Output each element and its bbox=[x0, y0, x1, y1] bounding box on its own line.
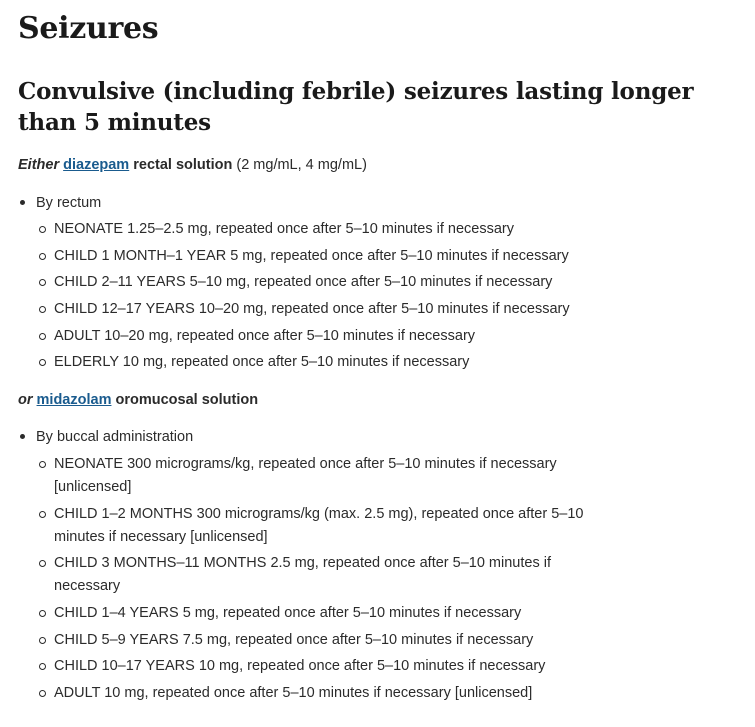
drug-link-diazepam[interactable]: diazepam bbox=[63, 157, 130, 173]
dose-item: CHILD 2–11 YEARS 5–10 mg, repeated once … bbox=[39, 271, 614, 294]
bullet-icon bbox=[20, 434, 25, 439]
dose-text: 5 mg, repeated once after 5–10 minutes i… bbox=[182, 605, 522, 621]
dose-item: CHILD 5–9 YEARS 7.5 mg, repeated once af… bbox=[39, 629, 614, 652]
dose-item: ELDERLY 10 mg, repeated once after 5–10 … bbox=[39, 351, 614, 374]
age-group: ELDERLY bbox=[54, 354, 119, 370]
page-title: Seizures bbox=[18, 11, 159, 46]
dose-item: NEONATE 1.25–2.5 mg, repeated once after… bbox=[39, 218, 614, 241]
dose-text: 300 micrograms/kg (max. 2.5 mg), repeate… bbox=[54, 506, 584, 545]
circle-bullet-icon bbox=[39, 359, 46, 366]
dose-item: CHILD 3 MONTHS–11 MONTHS 2.5 mg, repeate… bbox=[39, 552, 614, 598]
drug-line-diazepam: Either diazepam rectal solution (2 mg/mL… bbox=[18, 155, 367, 175]
age-group: CHILD 1–2 MONTHS bbox=[54, 506, 193, 522]
indication-heading: Convulsive (including febrile) seizures … bbox=[18, 78, 694, 136]
age-group: CHILD 10–17 YEARS bbox=[54, 658, 195, 674]
dose-item: ADULT 10–20 mg, repeated once after 5–10… bbox=[39, 325, 614, 348]
dose-text: 10 mg, repeated once after 5–10 minutes … bbox=[122, 354, 470, 370]
dose-text: 5 mg, repeated once after 5–10 minutes i… bbox=[230, 248, 569, 264]
circle-bullet-icon bbox=[39, 461, 46, 468]
age-group: CHILD 5–9 YEARS bbox=[54, 632, 179, 648]
circle-bullet-icon bbox=[39, 279, 46, 286]
drug-form: rectal solution bbox=[133, 157, 233, 173]
dose-item: CHILD 1–4 YEARS 5 mg, repeated once afte… bbox=[39, 602, 614, 625]
route-item: By rectum bbox=[18, 193, 101, 213]
dose-item: ADULT 10 mg, repeated once after 5–10 mi… bbox=[39, 682, 614, 705]
age-group: CHILD 1 MONTH–1 YEAR bbox=[54, 248, 227, 264]
age-group: ADULT bbox=[54, 328, 101, 344]
dose-text: 5–10 mg, repeated once after 5–10 minute… bbox=[189, 274, 553, 290]
bullet-icon bbox=[20, 200, 25, 205]
age-group: NEONATE bbox=[54, 456, 124, 472]
age-group: ADULT bbox=[54, 685, 101, 701]
circle-bullet-icon bbox=[39, 253, 46, 260]
drug-link-midazolam[interactable]: midazolam bbox=[36, 392, 112, 408]
circle-bullet-icon bbox=[39, 637, 46, 644]
drug-form: oromucosal solution bbox=[115, 392, 259, 408]
circle-bullet-icon bbox=[39, 663, 46, 670]
dose-item: CHILD 12–17 YEARS 10–20 mg, repeated onc… bbox=[39, 298, 614, 321]
age-group: CHILD 12–17 YEARS bbox=[54, 301, 195, 317]
dose-text: 1.25–2.5 mg, repeated once after 5–10 mi… bbox=[127, 221, 514, 237]
route-label: By buccal administration bbox=[36, 429, 194, 445]
dose-text: 2.5 mg, repeated once after 5–10 minutes… bbox=[54, 555, 551, 594]
dose-item: CHILD 1 MONTH–1 YEAR 5 mg, repeated once… bbox=[39, 245, 614, 268]
dose-item: CHILD 10–17 YEARS 10 mg, repeated once a… bbox=[39, 655, 614, 678]
route-item: By buccal administration bbox=[18, 427, 193, 447]
circle-bullet-icon bbox=[39, 226, 46, 233]
age-group: CHILD 1–4 YEARS bbox=[54, 605, 179, 621]
dose-item: NEONATE 300 micrograms/kg, repeated once… bbox=[39, 453, 614, 499]
age-group: NEONATE bbox=[54, 221, 124, 237]
circle-bullet-icon bbox=[39, 333, 46, 340]
conjunction: Either bbox=[18, 157, 60, 173]
circle-bullet-icon bbox=[39, 306, 46, 313]
drug-strength: (2 mg/mL, 4 mg/mL) bbox=[236, 157, 367, 173]
age-group: CHILD 3 MONTHS–11 MONTHS bbox=[54, 555, 267, 571]
circle-bullet-icon bbox=[39, 511, 46, 518]
age-group: CHILD 2–11 YEARS bbox=[54, 274, 186, 290]
conjunction: or bbox=[18, 392, 33, 408]
dose-text: 10–20 mg, repeated once after 5–10 minut… bbox=[198, 301, 570, 317]
drug-line-midazolam: or midazolam oromucosal solution bbox=[18, 390, 258, 410]
circle-bullet-icon bbox=[39, 560, 46, 567]
dose-text: 10–20 mg, repeated once after 5–10 minut… bbox=[104, 328, 476, 344]
route-label: By rectum bbox=[36, 195, 102, 211]
circle-bullet-icon bbox=[39, 690, 46, 697]
dose-text: 300 micrograms/kg, repeated once after 5… bbox=[54, 456, 557, 495]
dose-item: CHILD 1–2 MONTHS 300 micrograms/kg (max.… bbox=[39, 503, 614, 549]
dose-text: 10 mg, repeated once after 5–10 minutes … bbox=[198, 658, 546, 674]
dose-text: 10 mg, repeated once after 5–10 minutes … bbox=[104, 685, 533, 701]
dose-text: 7.5 mg, repeated once after 5–10 minutes… bbox=[182, 632, 534, 648]
circle-bullet-icon bbox=[39, 610, 46, 617]
